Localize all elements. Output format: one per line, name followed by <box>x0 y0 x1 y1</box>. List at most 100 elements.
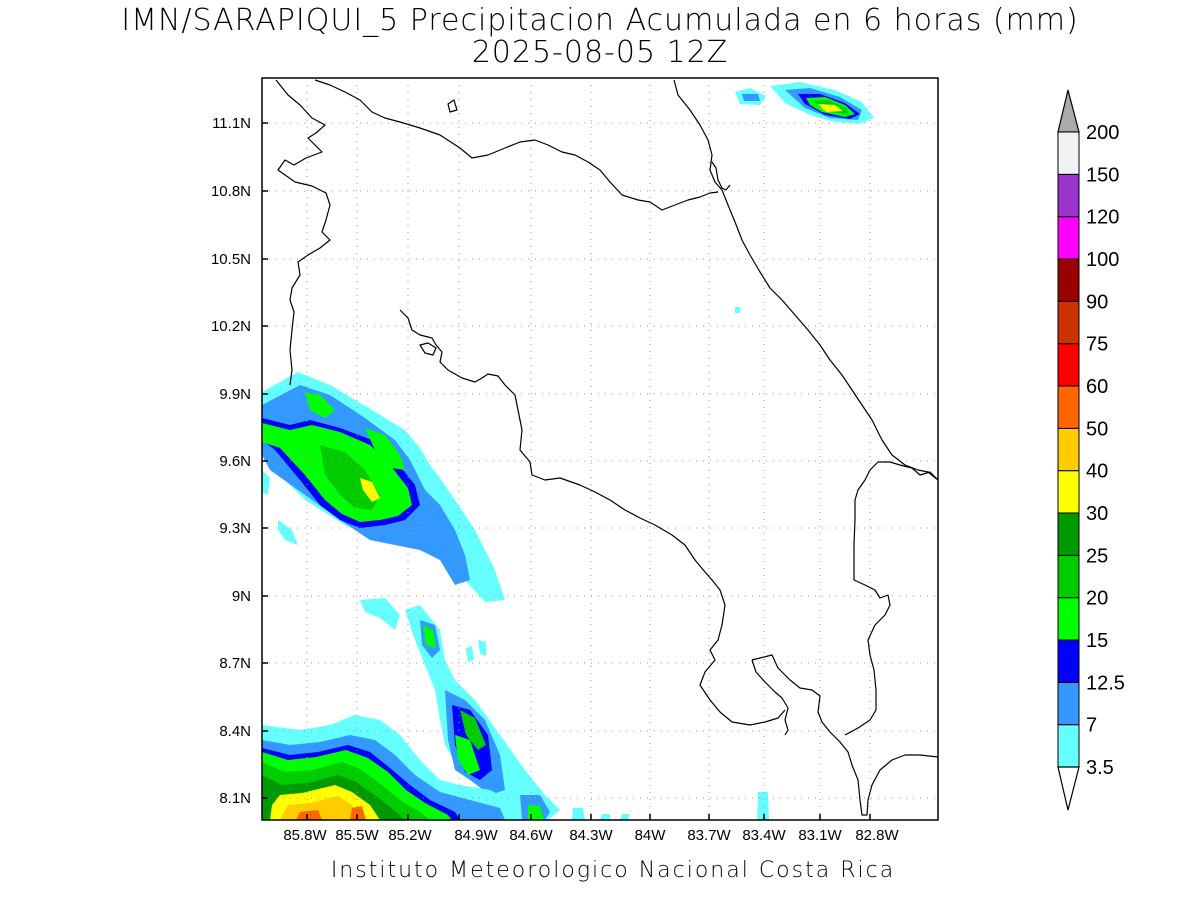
colorbar-label: 60 <box>1086 376 1108 398</box>
lat-label: 9.3N <box>219 520 251 537</box>
island-small <box>419 342 437 356</box>
longitude-labels: 85.8W 85.5W 85.2W 84.9W 84.6W 84.3W 84W … <box>283 827 899 844</box>
lat-label: 8.4N <box>219 723 251 740</box>
colorbar-swatch <box>1057 343 1080 387</box>
colorbar-label: 3.5 <box>1086 757 1114 779</box>
lon-label: 84.9W <box>454 827 498 844</box>
colorbar-swatch <box>1057 512 1080 556</box>
coastline-nicoya-gulf <box>399 309 786 726</box>
colorbar: 3.5 7 12.5 15 20 25 30 40 50 60 75 90 100 120 150 200 <box>1057 89 1125 811</box>
precip-3.5mm-dot <box>600 814 610 820</box>
colorbar-label: 200 <box>1086 122 1119 144</box>
colorbar-swatch <box>1057 258 1080 302</box>
lat-label: 8.7N <box>219 655 251 672</box>
map-panel <box>261 77 939 821</box>
lon-label: 84.6W <box>509 827 553 844</box>
border-panama <box>844 461 939 736</box>
lat-label: 9.6N <box>219 453 251 470</box>
colorbar-label: 30 <box>1086 503 1108 525</box>
precip-15mm-cell <box>528 805 544 820</box>
precipitation-field <box>262 82 874 820</box>
precip-15mm-cell <box>305 392 335 418</box>
colorbar-swatch <box>1057 554 1080 599</box>
precip-50mm-peak <box>350 806 366 820</box>
colorbar-label: 50 <box>1086 418 1108 440</box>
precip-3.5mm-dot <box>620 814 630 820</box>
lat-label: 11.1N <box>212 115 251 132</box>
lon-label: 84W <box>635 827 667 844</box>
colorbar-label: 40 <box>1086 461 1108 483</box>
lon-label: 83.1W <box>798 827 842 844</box>
colorbar-under-arrow <box>1057 766 1080 811</box>
colorbar-label: 120 <box>1086 207 1119 229</box>
precip-30mm-ne-peak <box>818 104 843 112</box>
precip-30mm-peak <box>360 478 380 502</box>
coastlines-and-borders <box>275 79 939 816</box>
precip-50mm-peak <box>296 810 322 820</box>
coastline-north-pacific <box>275 79 331 386</box>
precip-3.5mm-dot <box>572 808 585 820</box>
precip-15mm-cell <box>365 428 405 470</box>
colorbar-swatch <box>1057 216 1080 260</box>
lon-label: 85.5W <box>335 827 379 844</box>
colorbar-label: 75 <box>1086 334 1108 356</box>
colorbar-swatch <box>1057 597 1080 641</box>
map-gridlines <box>262 78 938 820</box>
island-caribbean <box>711 161 731 191</box>
colorbar-swatch <box>1057 131 1080 175</box>
colorbar-label: 25 <box>1086 545 1108 567</box>
lon-label: 84.3W <box>569 827 613 844</box>
lon-label: 83.7W <box>687 827 731 844</box>
lon-label: 85.2W <box>388 827 432 844</box>
lat-label: 10.2N <box>211 318 251 335</box>
lat-label: 9N <box>232 588 251 605</box>
precip-15mm-cell <box>455 735 480 775</box>
precip-3.5mm-dot <box>757 792 769 820</box>
colorbar-label: 20 <box>1086 588 1108 610</box>
precip-3.5mm-patch <box>262 470 270 495</box>
colorbar-label: 100 <box>1086 249 1119 271</box>
precip-15mm-cell <box>423 625 436 648</box>
map-ticks <box>262 122 871 820</box>
coastline-golfo-dulce <box>751 659 789 736</box>
precip-3.5mm-dot <box>478 640 486 656</box>
precip-3.5mm-dot <box>466 646 474 662</box>
credit-line: Instituto Meteorologico Nacional Costa R… <box>331 858 895 883</box>
colorbar-swatch <box>1057 470 1080 514</box>
colorbar-swatch <box>1057 639 1080 683</box>
colorbar-label: 150 <box>1086 164 1119 186</box>
colorbar-swatch <box>1057 724 1080 768</box>
lon-label: 85.8W <box>283 827 327 844</box>
lat-label: 10.8N <box>211 183 251 200</box>
precip-3.5mm-dot <box>735 307 740 313</box>
precip-7mm-ne-cell <box>742 94 760 101</box>
latitude-labels: 11.1N 10.8N 10.5N 10.2N 9.9N 9.6N 9.3N 9… <box>211 115 251 807</box>
colorbar-over-arrow <box>1057 89 1080 133</box>
colorbar-swatch <box>1057 300 1080 345</box>
precip-3.5mm-central-band <box>405 605 560 820</box>
lat-label: 10.5N <box>211 251 251 268</box>
colorbar-label: 90 <box>1086 291 1108 313</box>
colorbar-label: 7 <box>1086 715 1097 737</box>
border-nicaragua <box>314 79 719 211</box>
lon-label: 83.4W <box>742 827 786 844</box>
colorbar-swatch <box>1057 427 1080 472</box>
precip-20mm-core <box>320 445 380 510</box>
map-title-line1: IMN/SARAPIQUI_5 Precipitacion Acumulada … <box>121 3 1078 38</box>
island-tiny <box>447 99 458 113</box>
coastline-burica <box>751 654 939 816</box>
map-frame <box>261 77 939 821</box>
lon-label: 82.8W <box>855 827 899 844</box>
colorbar-swatch <box>1057 681 1080 726</box>
colorbar-swatch <box>1057 385 1080 429</box>
colorbar-label: 15 <box>1086 630 1108 652</box>
coastline-caribbean <box>673 79 939 481</box>
precip-20mm-cell <box>460 710 486 750</box>
precip-3.5mm-patch <box>278 520 298 545</box>
colorbar-label: 12.5 <box>1086 672 1125 694</box>
colorbar-swatch <box>1057 173 1080 218</box>
precip-3.5mm-streak <box>360 598 400 630</box>
lat-label: 9.9N <box>219 386 251 403</box>
lat-label: 8.1N <box>219 790 251 807</box>
